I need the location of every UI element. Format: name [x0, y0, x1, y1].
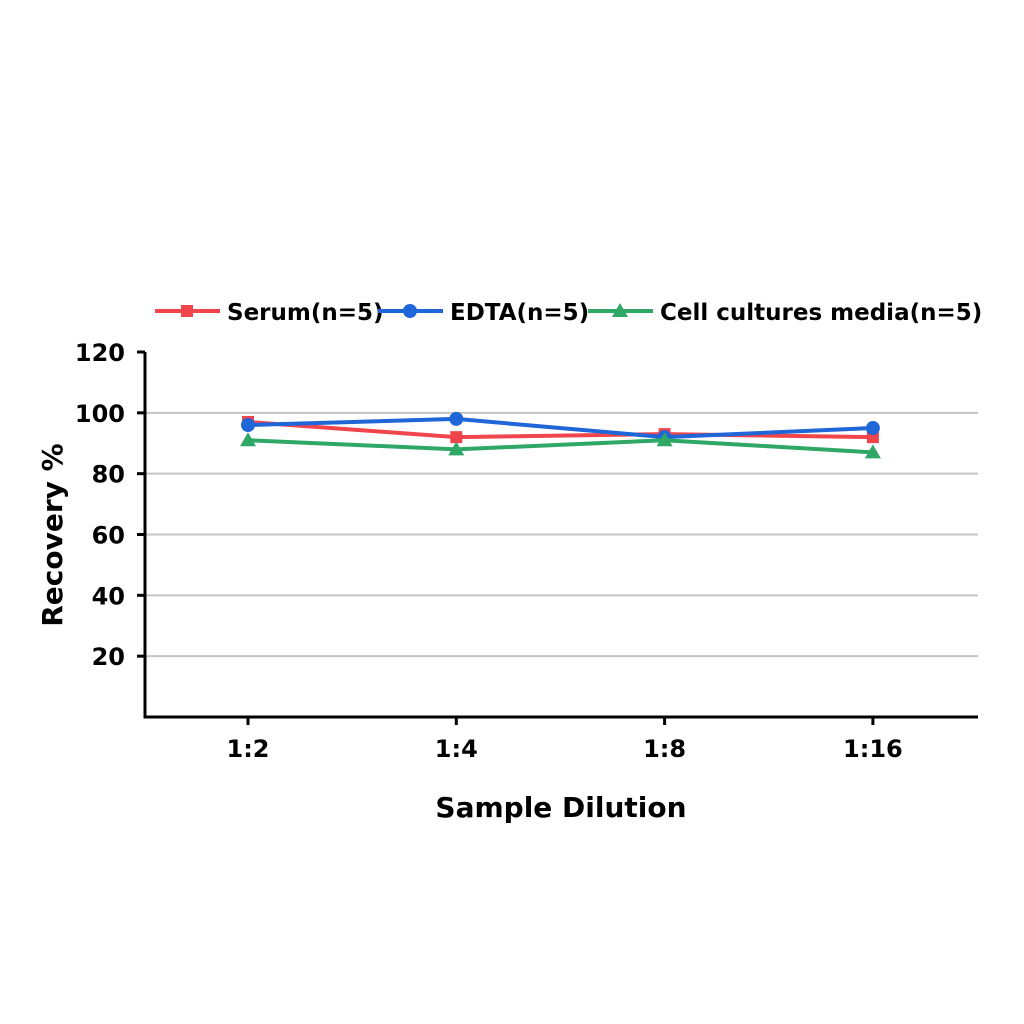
legend-item: Cell cultures media(n=5): [588, 300, 982, 326]
y-tick-label: 20: [92, 643, 125, 671]
tick-labels: 20 40 60 80 100 120 1:2 1:4 1:8 1:16: [75, 339, 903, 763]
series-line: [247, 419, 873, 440]
marker-triangle: [656, 432, 673, 447]
y-tick-label: 80: [92, 461, 125, 489]
marker-circle: [449, 411, 464, 426]
series-line: [247, 438, 874, 455]
y-tick-label: 40: [92, 582, 125, 610]
marker-triangle: [612, 303, 628, 317]
series-group: [240, 411, 881, 459]
marker-circle: [865, 421, 880, 436]
legend-item: Serum(n=5): [155, 300, 384, 326]
x-tick-label: 1:8: [643, 735, 686, 763]
x-tick-label: 1:16: [843, 735, 903, 763]
marker-triangle: [240, 432, 256, 447]
axes: [137, 350, 978, 725]
gridlines: [145, 411, 978, 658]
y-tick-label: 60: [92, 522, 125, 550]
marker-circle: [241, 418, 255, 432]
series-triangle: [240, 432, 881, 459]
legend-label: Serum(n=5): [227, 300, 384, 326]
legend-label: Cell cultures media(n=5): [660, 300, 982, 326]
y-tick-label: 100: [75, 400, 125, 428]
legend: Serum(n=5) EDTA(n=5) Cell cultures media(n…: [155, 300, 982, 326]
marker-square: [181, 305, 193, 317]
y-tick-label: 120: [75, 339, 125, 367]
y-axis-label: Recovery %: [36, 443, 69, 627]
legend-label: EDTA(n=5): [450, 300, 589, 326]
x-axis-label: Sample Dilution: [435, 791, 686, 824]
marker-triangle: [448, 441, 465, 456]
series-line: [247, 416, 873, 440]
marker-triangle: [864, 444, 881, 459]
marker-square: [450, 431, 463, 444]
legend-item: EDTA(n=5): [378, 300, 589, 326]
marker-circle: [403, 304, 417, 318]
x-tick-label: 1:2: [227, 735, 270, 763]
x-tick-label: 1:4: [435, 735, 478, 763]
